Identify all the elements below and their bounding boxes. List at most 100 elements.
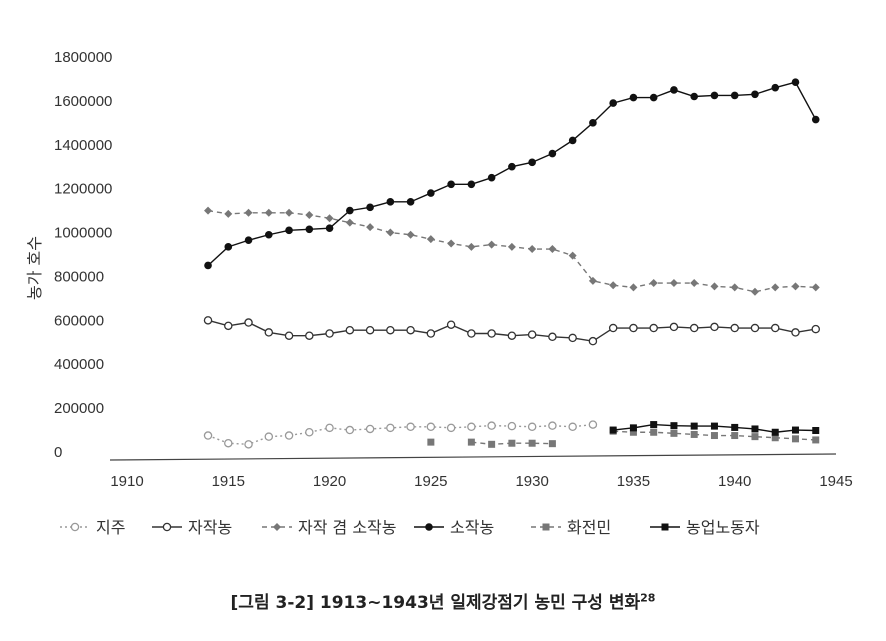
data-point (325, 329, 334, 338)
data-point (710, 422, 718, 430)
data-point (346, 206, 354, 215)
legend-label: 자작농 (188, 518, 232, 537)
legend-label: 소작농 (450, 518, 494, 537)
data-point (406, 325, 415, 335)
legend-item: 농업노동자 (650, 518, 760, 537)
data-point (548, 440, 556, 448)
y-tick-label: 1600000 (54, 93, 112, 110)
data-point (244, 318, 253, 327)
data-point (285, 208, 294, 217)
data-point (669, 279, 678, 288)
data-point (224, 209, 233, 218)
data-point (487, 329, 496, 338)
x-tick-label: 1920 (313, 473, 346, 490)
data-point (608, 323, 618, 333)
data-point (791, 426, 799, 434)
series-2 (203, 316, 820, 346)
data-point (528, 158, 536, 167)
y-tick-label: 1200000 (54, 181, 112, 198)
series-1 (203, 420, 598, 449)
data-point (710, 282, 719, 291)
data-point (609, 426, 617, 434)
data-point (528, 439, 536, 447)
data-point (446, 423, 456, 433)
data-point (406, 422, 415, 432)
data-point (487, 421, 496, 430)
legend-marker (162, 522, 172, 532)
data-point (811, 115, 820, 124)
legend-label: 농업노동자 (686, 518, 760, 537)
data-point (609, 99, 617, 107)
y-tick-label: 0 (54, 444, 62, 461)
data-point (507, 421, 517, 431)
data-point (812, 426, 820, 434)
legend-marker (661, 523, 669, 531)
data-point (365, 325, 375, 335)
data-point (710, 322, 719, 332)
data-point (629, 93, 638, 102)
y-axis-title: 농가 호수 (25, 236, 44, 300)
legend-marker (542, 523, 550, 531)
y-tick-label: 600000 (54, 312, 104, 329)
x-tick-label: 1925 (414, 473, 447, 490)
data-point (588, 420, 598, 429)
data-point (690, 279, 699, 288)
data-point (609, 281, 618, 290)
x-tick-label: 1945 (819, 473, 852, 490)
data-point (325, 423, 334, 433)
data-point (345, 425, 355, 435)
data-point (325, 214, 334, 223)
data-point (305, 331, 314, 340)
series-6 (609, 421, 820, 436)
data-point (203, 431, 213, 440)
y-tick-label: 1400000 (54, 137, 112, 154)
data-point (568, 251, 577, 260)
data-point (812, 436, 820, 444)
x-tick-label: 1930 (515, 473, 548, 490)
series-5 (427, 427, 820, 448)
caption-text: [그림 3-2] 1913~1943년 일제강점기 농민 구성 변화 (230, 593, 641, 613)
data-point (629, 428, 637, 436)
data-point (467, 438, 475, 446)
data-point (467, 180, 476, 189)
legend-item: 지주 (60, 518, 125, 537)
caption-footnote: 28 (640, 591, 656, 605)
data-point (426, 235, 435, 244)
data-point (548, 149, 557, 158)
data-point (811, 324, 820, 334)
data-point (791, 282, 800, 291)
data-point (345, 218, 354, 227)
data-point (386, 423, 395, 433)
data-point (366, 223, 375, 232)
data-point (710, 432, 718, 440)
data-point (467, 242, 476, 251)
y-axis: 0 200000 400000 600000 800000 1000000 1200000 1… (54, 49, 112, 461)
data-point (690, 422, 698, 430)
data-point (426, 329, 436, 338)
legend-label: 지주 (96, 518, 125, 537)
data-point (508, 162, 516, 171)
data-point (548, 421, 557, 430)
data-point (507, 242, 516, 251)
data-point (629, 283, 638, 292)
data-point (427, 189, 435, 197)
data-point (751, 425, 759, 433)
data-point (365, 424, 375, 434)
data-point (730, 283, 739, 292)
data-point (204, 261, 212, 270)
x-tick-label: 1935 (617, 473, 650, 490)
data-point (568, 333, 577, 343)
data-point (731, 432, 739, 440)
data-point (527, 422, 537, 432)
data-point (731, 423, 739, 431)
data-point (811, 283, 820, 292)
data-point (224, 321, 233, 331)
chart: 0 200000 400000 600000 800000 1000000 1200000 1… (25, 49, 853, 537)
series-4 (204, 78, 820, 270)
data-point (507, 331, 517, 340)
series-line (207, 81, 817, 266)
legend-item: 자작 겸 소작농 (262, 518, 397, 537)
series-line (207, 209, 816, 293)
data-point (305, 211, 314, 219)
series-3 (204, 206, 820, 296)
